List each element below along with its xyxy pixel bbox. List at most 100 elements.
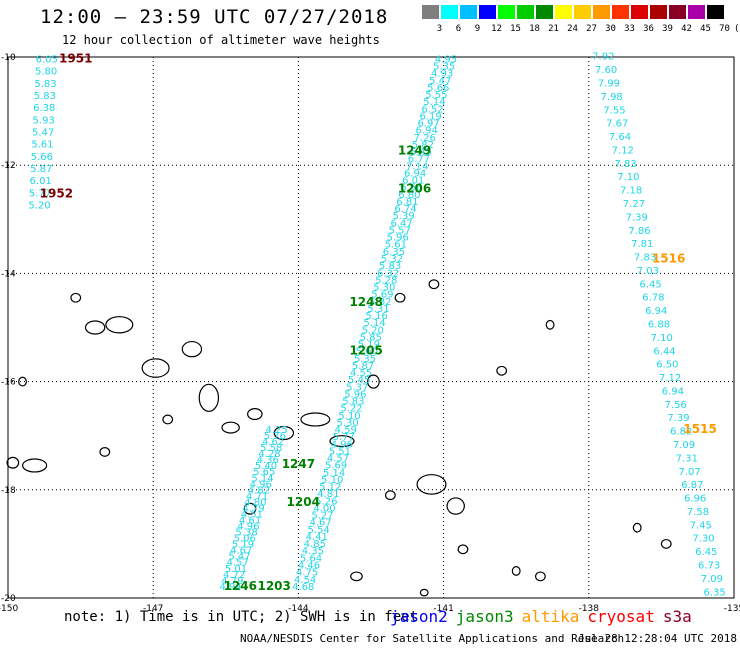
wave-height-value: 7.45 — [690, 520, 712, 531]
wave-height-value: 5.16 — [365, 311, 387, 322]
island-outline — [105, 316, 134, 334]
satellite-name: altika — [521, 607, 580, 626]
wave-height-value: 7.92 — [592, 52, 614, 63]
wave-height-value: 4.80 — [244, 497, 266, 508]
satellite-name: jason2 — [390, 607, 448, 626]
wave-height-value: 7.03 — [637, 266, 659, 277]
legend-label: 3 — [436, 24, 443, 34]
island-outline — [535, 571, 546, 582]
lon-tick-label: -147 — [143, 604, 163, 614]
wave-height-value: 5.77 — [333, 432, 355, 443]
island-outline — [367, 374, 380, 389]
wave-height-value: 6.01 — [30, 176, 52, 187]
wave-height-value: 7.30 — [692, 534, 714, 545]
wave-height-value: 5.06 — [234, 534, 256, 545]
legend-swatch — [479, 5, 496, 19]
island-outline — [496, 365, 508, 376]
wave-height-value: 5.20 — [362, 325, 384, 336]
legend-swatch — [460, 5, 477, 19]
wave-height-value: 7.98 — [601, 92, 623, 103]
wave-height-value: 5.87 — [30, 164, 52, 175]
wave-height-value: 6.94 — [662, 386, 684, 397]
wave-height-value: 7.10 — [617, 172, 639, 183]
wave-height-value: 4.71 — [246, 491, 268, 502]
footer-note: note: 1) Time is in UTC; 2) SWH is in fe… — [64, 609, 419, 625]
island-outline — [300, 412, 331, 427]
pass-label: 1203 — [257, 579, 290, 593]
wave-height-value: 4.61 — [239, 516, 261, 527]
footer-credit: NOAA/NESDIS Center for Satellite Applica… — [240, 632, 625, 645]
island-outline — [384, 490, 396, 501]
wave-height-value: 4.46 — [298, 561, 320, 572]
wave-height-value: 4.67 — [230, 546, 252, 557]
wave-height-value: 4.81 — [317, 489, 339, 500]
wave-height-value: 6.94 — [645, 306, 667, 317]
legend-swatch — [669, 5, 686, 19]
wave-height-value: 5.54 — [308, 525, 330, 536]
legend-swatch — [555, 5, 572, 19]
wave-height-value: 4.82 — [248, 485, 270, 496]
satellite-name: jason3 — [455, 607, 514, 626]
wave-height-value: 7.26 — [414, 133, 436, 144]
island-outline — [446, 497, 465, 515]
wave-height-value: 6.82 — [670, 427, 692, 438]
lon-tick-label: -138 — [579, 604, 600, 614]
pass-label: 1247 — [282, 457, 315, 471]
wave-height-value: 4.59 — [335, 425, 357, 436]
legend-swatch — [441, 5, 458, 19]
wave-height-value: 7.86 — [628, 226, 650, 237]
wave-height-value: 5.76 — [264, 431, 286, 442]
wave-height-value: 5.14 — [423, 97, 445, 108]
wave-height-value: 4.79 — [221, 576, 243, 587]
wave-height-value: 5.55 — [425, 90, 447, 101]
legend-label: 6 — [455, 24, 462, 34]
wave-height-value: 5.77 — [29, 188, 51, 199]
wave-height-value: 5.38 — [235, 528, 257, 539]
island-outline — [70, 292, 82, 303]
lat-tick-label: -16 — [1, 378, 16, 388]
wave-height-value: 5.96 — [387, 233, 409, 244]
track-diagonal-left: 4.255.764.625.584.284.365.405.655.144.96… — [220, 425, 288, 593]
wave-height-value: 6.88 — [648, 320, 670, 331]
wave-height-value: 5.87 — [352, 361, 374, 372]
wave-height-value: 5.26 — [315, 496, 337, 507]
wave-height-value: 4.96 — [331, 439, 353, 450]
satellite-legend: jason2 jason3 altika cryosat s3a — [390, 607, 700, 626]
wave-height-value: 5.65 — [253, 467, 275, 478]
wave-height-value: 5.39 — [392, 211, 414, 222]
wave-height-value: 4.55 — [350, 368, 372, 379]
legend-swatch — [612, 5, 629, 19]
wave-height-value: 5.32 — [381, 254, 403, 265]
wave-height-value: 6.97 — [418, 119, 440, 130]
wave-height-value: 5.31 — [367, 304, 389, 315]
legend-label: 18 — [529, 24, 540, 34]
legend-swatch — [688, 5, 705, 19]
wave-height-value: 5.93 — [33, 115, 55, 126]
island-outline — [660, 538, 672, 549]
legend-label: 33 — [624, 24, 635, 34]
wave-height-value: 6.44 — [653, 346, 675, 357]
wave-height-value: 6.45 — [410, 147, 432, 158]
legend-swatch — [631, 5, 648, 19]
wave-height-value: 4.35 — [302, 546, 324, 557]
wave-height-value: 5.47 — [429, 76, 451, 87]
wave-height-value: 7.18 — [620, 186, 642, 197]
wave-height-value: 5.22 — [340, 404, 362, 415]
wave-height-value: 5.37 — [346, 382, 368, 393]
pass-label: 1515 — [683, 422, 716, 436]
wave-height-value: 7.09 — [701, 574, 723, 585]
wave-height-value: 7.39 — [626, 212, 648, 223]
legend-label: 27 — [586, 24, 597, 34]
wave-height-value: 5.10 — [338, 411, 360, 422]
wave-height-value: 5.69 — [371, 290, 393, 301]
pass-label: 1951 — [59, 51, 92, 65]
wave-height-value: 6.56 — [400, 183, 422, 194]
wave-height-value: 7.55 — [603, 105, 625, 116]
wave-height-value: 5.12 — [319, 482, 341, 493]
island-outline — [221, 421, 240, 434]
wave-height-value: 4.57 — [227, 558, 249, 569]
wave-height-value: 7.60 — [595, 65, 617, 76]
wave-height-value: 7.10 — [651, 333, 673, 344]
lon-tick-label: -150 — [0, 604, 18, 614]
